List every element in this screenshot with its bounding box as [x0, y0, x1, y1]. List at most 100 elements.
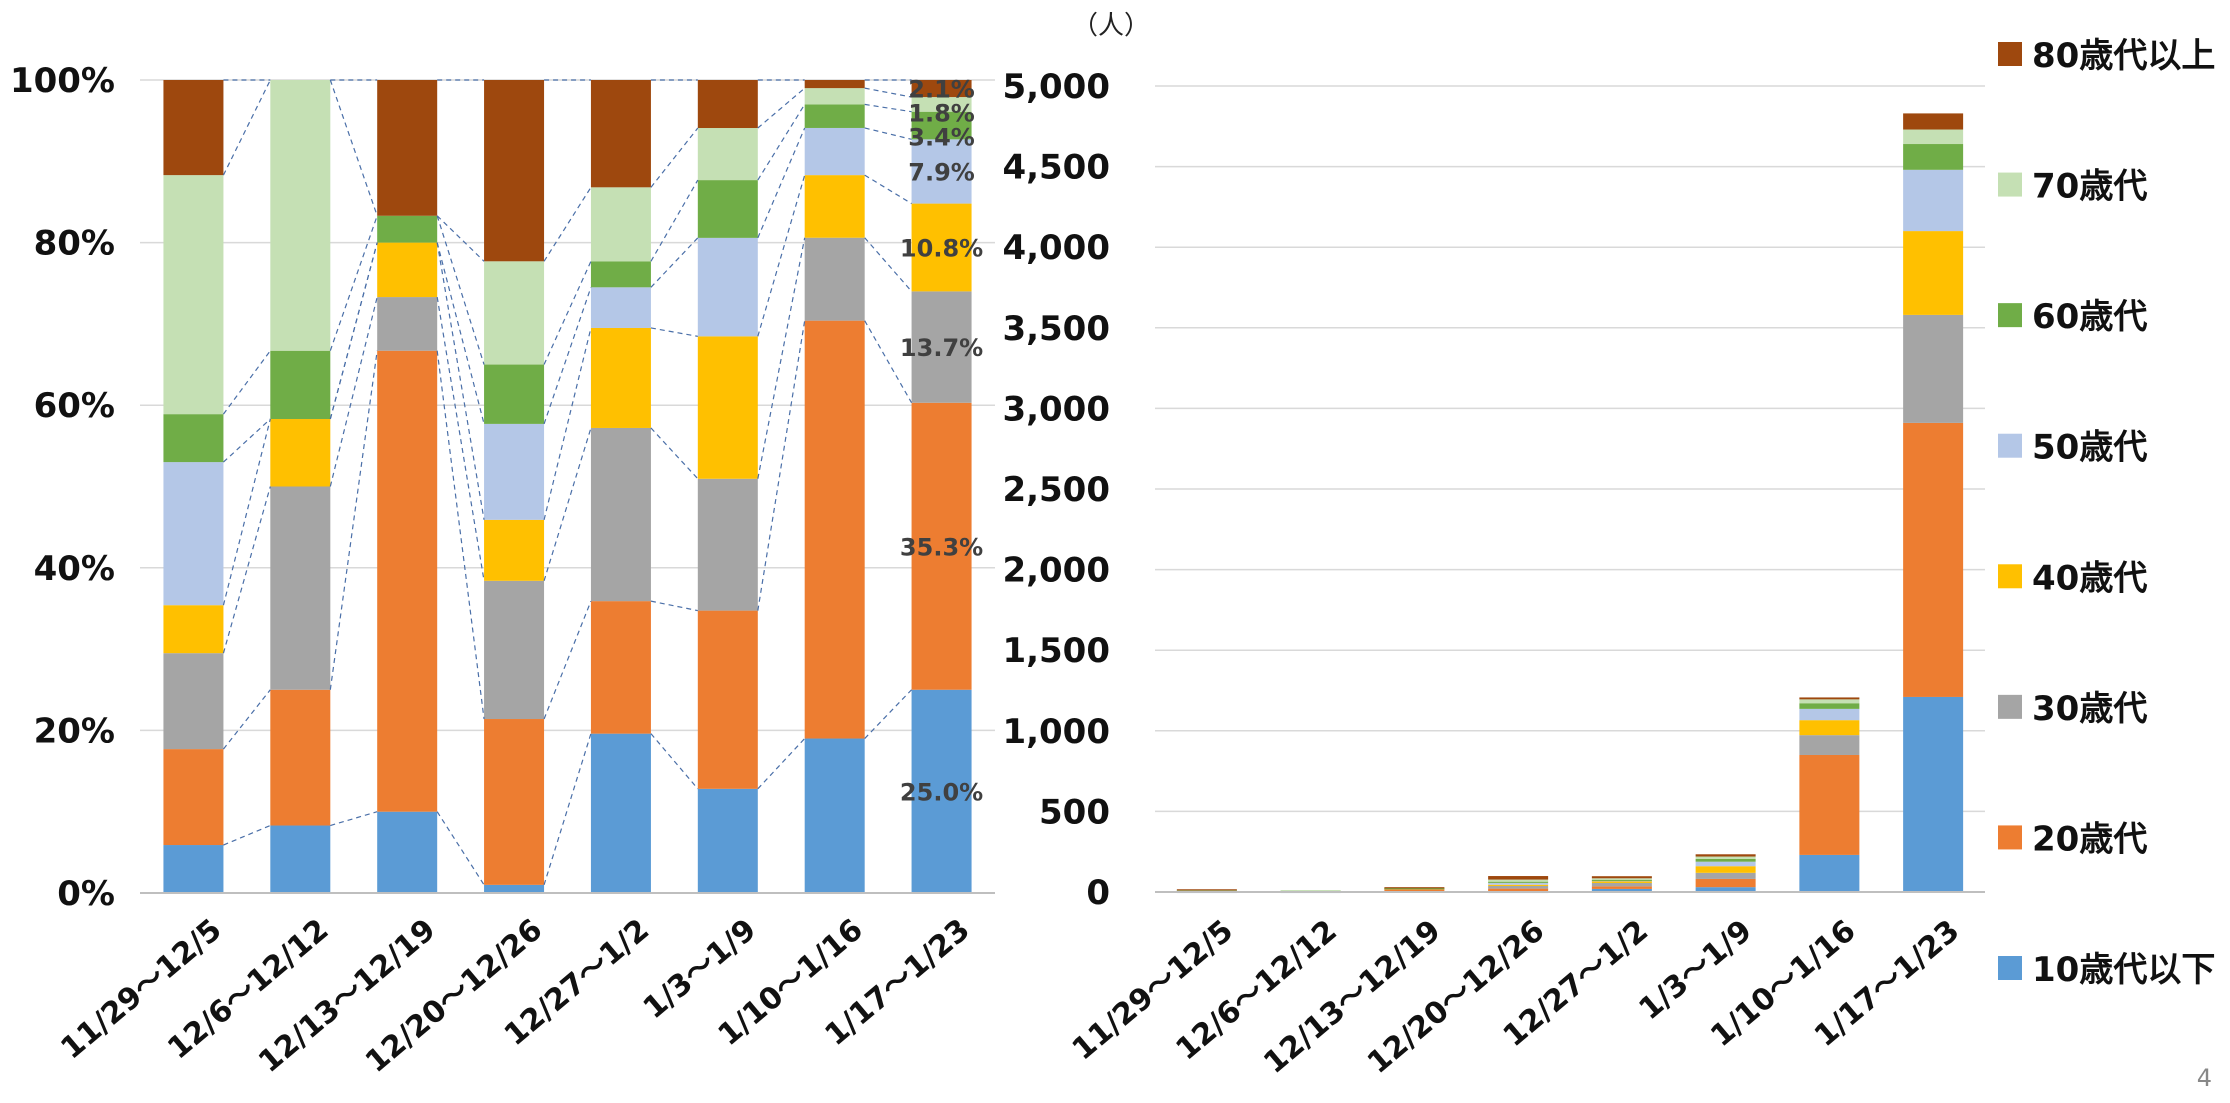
- connector-line: [436, 296, 485, 581]
- bar-segment: [484, 719, 545, 885]
- bar-segment: [1903, 144, 1964, 170]
- bar-segment: [911, 203, 972, 292]
- connector-line: [864, 689, 912, 739]
- connector-line: [864, 320, 913, 404]
- legend-label: 20歳代: [2032, 819, 2147, 859]
- bar-segment: [1591, 879, 1652, 881]
- connector-line: [864, 174, 912, 205]
- y-tick-label: 100%: [10, 61, 115, 101]
- legend-swatch: [1998, 433, 2022, 458]
- bar-segment: [911, 97, 972, 112]
- bar-segment: [590, 261, 651, 288]
- data-label: 10.8%: [900, 234, 983, 262]
- connector-line: [757, 237, 806, 479]
- connector-line: [222, 418, 271, 606]
- connector-line: [330, 811, 378, 827]
- bar-segment: [697, 478, 758, 611]
- legend-swatch: [1998, 172, 2022, 197]
- legend-label: 70歳代: [2032, 167, 2147, 207]
- bar-segment: [1591, 876, 1652, 879]
- bar-segment: [484, 884, 545, 893]
- bar-segment: [270, 419, 331, 487]
- bar-segment: [1384, 887, 1445, 889]
- legend-label: 60歳代: [2032, 297, 2147, 337]
- connector-line: [543, 733, 592, 886]
- connector-line: [223, 824, 271, 846]
- bar-segment: [1695, 872, 1756, 879]
- bar-segment: [1695, 856, 1756, 859]
- connector-line: [864, 103, 912, 113]
- bar-segment: [1903, 231, 1964, 315]
- connector-line: [864, 127, 912, 140]
- connector-line: [543, 261, 592, 365]
- bar-segment: [1799, 708, 1860, 721]
- bar-segment: [1280, 890, 1341, 892]
- bar-segment: [911, 689, 972, 893]
- bar-segment: [590, 327, 651, 428]
- legend-label: 80歳代以上: [2032, 36, 2215, 76]
- connector-line: [436, 350, 485, 720]
- connector-line: [436, 811, 485, 886]
- data-label: 35.3%: [900, 533, 983, 561]
- connector-line: [223, 418, 271, 463]
- legend-label: 30歳代: [2032, 689, 2147, 729]
- bar-segment: [697, 610, 758, 789]
- legend-swatch: [1998, 956, 2022, 980]
- connector-line: [436, 242, 485, 520]
- y-tick-label: 60%: [34, 386, 115, 426]
- bar-segment: [1488, 885, 1549, 889]
- x-tick-label: 12/13～12/19: [252, 912, 442, 1080]
- bar-segment: [804, 738, 865, 893]
- bar-segment: [1591, 878, 1652, 880]
- bar-segment: [163, 414, 224, 463]
- bar-segment: [1903, 696, 1964, 892]
- bar-segment: [377, 215, 438, 243]
- connector-line: [543, 327, 592, 520]
- bar-segment: [163, 175, 224, 415]
- bar-segment: [163, 749, 224, 846]
- bar-segment: [804, 88, 865, 105]
- percent-stacked-chart: 0%20%40%60%80%100%11/29～12/512/6～12/1212…: [10, 61, 995, 1080]
- y-tick-label: 4,500: [1002, 148, 1110, 188]
- y-tick-label: 2,000: [1002, 551, 1110, 591]
- bar-segment: [1488, 884, 1549, 886]
- bar-segment: [163, 462, 224, 606]
- bar-segment: [804, 127, 865, 176]
- bar-segment: [1488, 879, 1549, 882]
- connector-line: [864, 237, 913, 292]
- bar-segment: [1903, 113, 1964, 130]
- y-tick-label: 500: [1039, 792, 1110, 832]
- bar-segment: [1591, 882, 1652, 887]
- bar-segment: [377, 811, 438, 893]
- bar-segment: [163, 845, 224, 893]
- connector-line: [757, 87, 806, 129]
- bar-segment: [163, 80, 224, 176]
- bar-segment: [1591, 886, 1652, 889]
- bar-segment: [1695, 887, 1756, 892]
- connector-line: [543, 600, 592, 720]
- bar-segment: [590, 187, 651, 262]
- connector-line: [650, 127, 699, 188]
- connector-line: [329, 350, 378, 690]
- y-tick-label: 1,000: [1002, 712, 1110, 752]
- legend-swatch: [1998, 303, 2022, 328]
- bar-segment: [1799, 703, 1860, 709]
- bar-segment: [1695, 858, 1756, 862]
- bar-segment: [804, 237, 865, 321]
- connector-line: [222, 689, 271, 750]
- bar-segment: [484, 261, 545, 365]
- connector-line: [329, 215, 378, 351]
- data-label: 13.7%: [900, 334, 983, 362]
- y-tick-label: 80%: [34, 224, 115, 264]
- connector-line: [543, 186, 592, 262]
- bar-segment: [163, 605, 224, 654]
- bar-segment: [1488, 888, 1549, 892]
- legend-swatch: [1998, 825, 2022, 850]
- connector-line: [329, 296, 378, 487]
- bar-segment: [590, 80, 651, 188]
- y-tick-label: 20%: [34, 711, 115, 751]
- legend-swatch: [1998, 564, 2022, 589]
- connector-line: [329, 242, 378, 420]
- legend-swatch: [1998, 42, 2022, 66]
- x-tick-label: 12/20～12/26: [1361, 913, 1551, 1081]
